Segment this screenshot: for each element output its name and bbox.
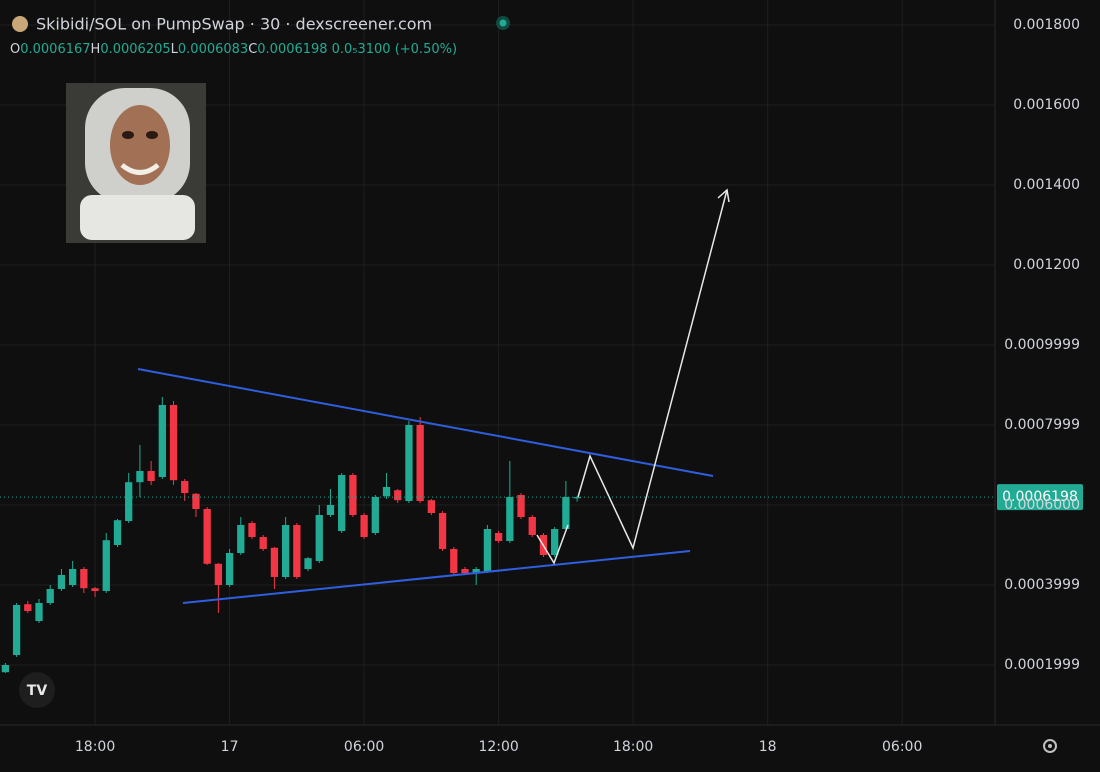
status-dot [499, 19, 507, 27]
y-tick-label: 0.001600 [1013, 97, 1080, 113]
candle-body [371, 497, 379, 533]
candle-body [24, 604, 32, 611]
candle-body [405, 425, 413, 501]
x-tick-label: 18 [759, 739, 777, 755]
svg-text:TV: TV [27, 683, 48, 699]
candle-body [326, 505, 335, 515]
change-label: 0.0₅3100 (+0.50%) [332, 42, 457, 57]
candle-body [461, 569, 469, 573]
candle-body [57, 575, 66, 589]
candle-body [438, 513, 447, 549]
candle-body [68, 569, 77, 585]
ohlc-key: H [91, 42, 101, 57]
candle-body [237, 525, 245, 553]
candle-body [394, 490, 402, 501]
candle-body [181, 481, 189, 493]
arrow-head [717, 188, 730, 203]
y-tick-label: 0.001400 [1013, 177, 1080, 193]
candle-body [450, 549, 458, 573]
candle-body [203, 509, 211, 564]
candle-body [225, 553, 234, 585]
candle-body [382, 487, 391, 497]
settings-icon[interactable] [1043, 739, 1057, 753]
y-tick-label: 0.0007999 [1004, 417, 1080, 433]
candle-body [562, 497, 570, 529]
candle-body [528, 517, 536, 535]
candle-body [158, 405, 166, 477]
last-price-tag: 0.0006198 [0, 484, 1083, 511]
candle-body [248, 523, 256, 537]
candle-body [494, 533, 503, 541]
header: Skibidi/SOL on PumpSwap · 30 · dexscreen… [10, 15, 510, 57]
x-tick-label: 18:00 [75, 739, 115, 755]
candle-body [517, 495, 525, 517]
last-price-label: 0.0006198 [1002, 489, 1078, 505]
candle-body [506, 497, 514, 541]
candles [1, 397, 581, 673]
y-tick-label: 0.0003999 [1004, 577, 1080, 593]
drawings [137, 188, 730, 604]
candle-body [427, 500, 436, 513]
candle-body [80, 569, 88, 589]
candle-body [192, 493, 200, 509]
projection-path [536, 524, 569, 565]
candle-body [304, 558, 312, 569]
y-tick-label: 0.001200 [1013, 257, 1080, 273]
candle-body [573, 497, 581, 499]
candle-body [91, 588, 99, 591]
candle-body [315, 515, 323, 561]
candle-body [136, 471, 144, 483]
projection-path [577, 189, 728, 551]
candle-body [35, 603, 43, 621]
x-tick-label: 17 [221, 739, 239, 755]
candle-body [169, 405, 178, 481]
tradingview-logo: TV [19, 672, 55, 708]
candle-body [551, 529, 559, 555]
ohlc-key: O [10, 42, 20, 57]
candle-body [147, 471, 155, 481]
x-tick-label: 06:00 [344, 739, 384, 755]
x-tick-label: 12:00 [478, 739, 518, 755]
ohlc-value: 0.0006083 [178, 42, 248, 57]
chart-title: Skibidi/SOL on PumpSwap · 30 · dexscreen… [36, 15, 432, 34]
ohlc-value: 0.0006198 [257, 42, 327, 57]
candle-body [293, 525, 301, 577]
x-tick-label: 06:00 [882, 739, 922, 755]
last-price-box [997, 484, 1083, 511]
ohlc-key: L [171, 42, 179, 57]
candle-body [472, 569, 480, 573]
resistance-line [137, 368, 714, 477]
candle-body [214, 563, 223, 585]
y-tick-label: 0.001800 [1013, 17, 1080, 33]
x-tick-label: 18:00 [613, 739, 653, 755]
candle-body [360, 515, 368, 537]
candle-body [113, 520, 122, 545]
candle-body [338, 475, 346, 531]
support-line [182, 550, 691, 604]
candle-body [125, 482, 133, 521]
candle-body [12, 605, 21, 655]
candle-body [259, 537, 267, 549]
candle-body [270, 547, 279, 577]
token-image [66, 83, 206, 243]
y-tick-label: 0.0006000 [1004, 497, 1080, 513]
candle-body [281, 525, 290, 577]
candle-body [102, 540, 110, 591]
y-tick-label: 0.0009999 [1004, 337, 1080, 353]
candle-body [483, 529, 492, 571]
candle-body [349, 475, 357, 515]
y-tick-label: 0.0001999 [1004, 657, 1080, 673]
token-icon [12, 16, 28, 32]
candle-body [1, 665, 10, 673]
candle-body [416, 425, 424, 501]
ohlc-value: 0.0006205 [100, 42, 170, 57]
ohlc-value: 0.0006167 [20, 42, 90, 57]
candle-body [46, 589, 54, 603]
ohlc-key: C [248, 42, 257, 57]
ohlc-header: O0.0006167H0.0006205L0.0006083C0.0006198… [10, 42, 457, 57]
